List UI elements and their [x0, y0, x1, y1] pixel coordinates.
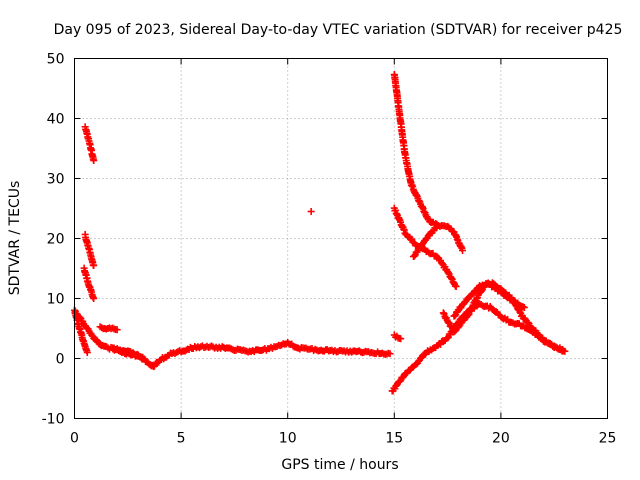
data-point-arc-early-2 [90, 262, 98, 269]
data-point-daily-baseline [139, 353, 147, 361]
data-point-isolated-point [307, 208, 315, 215]
x-tick-label: 0 [70, 431, 79, 447]
y-tick-label: 20 [47, 232, 65, 248]
data-point-arc-rise-peak-fall [421, 350, 429, 358]
data-point-arc-early-1 [90, 157, 98, 164]
x-axis-label: GPS time / hours [281, 457, 398, 473]
y-tick-label: 0 [56, 352, 65, 368]
data-point-arc-late-peak [520, 304, 528, 311]
data-point-arc-mid-descent [452, 283, 460, 290]
data-point-arc-cross-rise [410, 252, 418, 260]
data-point-arc-late-fall [561, 347, 569, 355]
x-tick-label: 20 [492, 431, 510, 447]
data-point-arc-steep-descent [459, 247, 467, 254]
x-tick-label: 15 [385, 431, 403, 447]
y-tick-label: -10 [42, 412, 65, 428]
data-point-daily-baseline [83, 349, 91, 356]
data-points [71, 71, 569, 395]
y-tick-label: 50 [47, 52, 65, 68]
y-tick-label: 10 [47, 292, 65, 308]
data-point-arc-early-3 [90, 295, 98, 302]
data-point-arc-late-peak [451, 312, 459, 320]
data-point-arc-small-15 [397, 335, 405, 343]
data-point-daily-baseline [386, 350, 394, 358]
y-tick-label: 40 [47, 112, 65, 128]
data-point-arc-cross-rise [432, 224, 440, 232]
data-point-arc-late-fall [464, 311, 472, 319]
x-tick-label: 25 [599, 431, 617, 447]
data-point-daily-baseline [113, 326, 121, 334]
y-axis-label: SDTVAR / TECUs [7, 181, 23, 296]
x-tick-label: 10 [279, 431, 297, 447]
y-tick-label: 30 [47, 172, 65, 188]
axis-ticks: 0 5 10 15 20 25 -10 0 10 20 30 40 50 [42, 52, 617, 447]
chart-title: Day 095 of 2023, Sidereal Day-to-day VTE… [54, 22, 623, 38]
x-tick-label: 5 [177, 431, 186, 447]
data-point-arc-late-fall [477, 287, 485, 295]
data-point-arc-cross-rise [433, 223, 441, 230]
